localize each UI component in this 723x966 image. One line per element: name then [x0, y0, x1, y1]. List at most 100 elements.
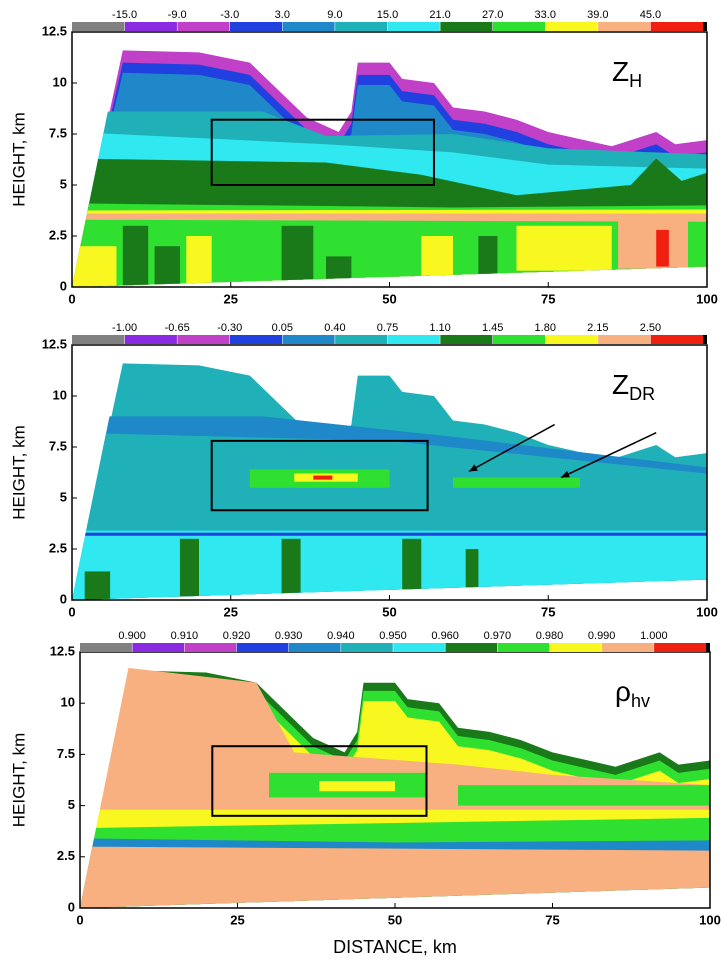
colorbar-tick-label: 45.0 — [640, 9, 661, 21]
colorbar-tick-label: -0.65 — [165, 322, 190, 334]
colorbar-segment — [334, 22, 388, 31]
x-tick-label: 100 — [699, 912, 721, 927]
field-patch — [281, 538, 301, 600]
field-patch — [186, 236, 212, 287]
colorbar-segment — [177, 22, 230, 31]
x-tick-label: 50 — [382, 604, 396, 619]
colorbar-segment — [492, 22, 546, 31]
x-tick-label: 75 — [545, 912, 559, 927]
x-tick-label: 75 — [541, 604, 555, 619]
colorbar-tick-label: -9.0 — [168, 9, 187, 21]
panel-label: ρhv — [615, 676, 650, 710]
y-tick-label: 2.5 — [49, 540, 67, 555]
field-patch — [402, 538, 422, 600]
colorbar-segment — [177, 335, 230, 344]
x-axis-label: DISTANCE, km — [333, 937, 457, 957]
colorbar-segment — [650, 22, 703, 31]
arrow-head — [560, 470, 570, 478]
colorbar-end — [703, 335, 707, 344]
colorbar-tick-label: 33.0 — [535, 9, 556, 21]
colorbar-segment — [124, 335, 178, 344]
colorbar-segment — [229, 22, 283, 31]
colorbar-tick-label: -0.30 — [217, 322, 242, 334]
colorbar-tick-label: 39.0 — [587, 9, 608, 21]
highlight-box — [211, 745, 428, 817]
y-tick-label: 0 — [60, 278, 67, 293]
x-tick-label: 25 — [224, 604, 238, 619]
field-patch — [72, 532, 707, 536]
x-tick-label: 100 — [696, 604, 718, 619]
x-tick-label: 25 — [224, 291, 238, 306]
colorbar-tick-label: 0.920 — [223, 630, 251, 642]
x-tick-label: 75 — [541, 291, 555, 306]
colorbar-segment — [387, 22, 441, 31]
field-layer — [80, 846, 710, 908]
colorbar-segment — [440, 335, 493, 344]
y-tick-label: 2.5 — [57, 848, 75, 863]
colorbar-segment — [545, 335, 598, 344]
radar-field — [72, 50, 707, 287]
colorbar-segment — [229, 335, 283, 344]
colorbar-tick-label: 0.960 — [431, 630, 459, 642]
highlight-box — [210, 118, 435, 186]
colorbar-tick-label: 15.0 — [377, 9, 398, 21]
colorbar-segment — [601, 643, 654, 652]
field-patch — [465, 549, 479, 600]
y-tick-label: 2.5 — [49, 227, 67, 242]
colorbar-segment — [549, 643, 602, 652]
panel-label-sub: DR — [629, 384, 655, 404]
y-tick-label: 0 — [60, 591, 67, 606]
x-tick-label: 0 — [76, 912, 83, 927]
panel-label-base: Z — [612, 369, 629, 400]
colorbar-tick-label: -15.0 — [112, 9, 137, 21]
colorbar-segment — [72, 22, 125, 31]
colorbar-tick-label: 0.930 — [275, 630, 303, 642]
field-layer — [72, 530, 707, 600]
colorbar-tick-label: -1.00 — [112, 322, 137, 334]
colorbar-segment — [545, 22, 598, 31]
arrow-head — [468, 464, 478, 472]
colorbar-segment — [236, 643, 289, 652]
field-patch — [313, 475, 333, 480]
x-tick-label: 0 — [68, 604, 75, 619]
y-tick-label: 5 — [60, 489, 67, 504]
y-tick-label: 10 — [61, 695, 75, 710]
colorbar-segment — [393, 643, 446, 652]
x-tick-label: 25 — [230, 912, 244, 927]
y-tick-label: 5 — [68, 797, 75, 812]
field-patch — [179, 538, 199, 600]
colorbar-segment — [184, 643, 237, 652]
colorbar-tick-label: 1.80 — [535, 322, 556, 334]
field-patch — [421, 236, 453, 287]
y-tick-label: 7.5 — [57, 746, 75, 761]
panel-label-base: ρ — [615, 676, 631, 707]
y-tick-label: 10 — [53, 387, 67, 402]
y-tick-label: 12.5 — [42, 23, 67, 38]
arrow — [468, 423, 555, 473]
radar-field — [72, 363, 707, 600]
field-patch — [84, 571, 111, 600]
y-tick-label: 12.5 — [42, 336, 67, 351]
colorbar-tick-label: 1.45 — [482, 322, 503, 334]
field-patch — [453, 477, 580, 488]
colorbar-tick-label: 27.0 — [482, 9, 503, 21]
colorbar-tick-label: 0.980 — [536, 630, 564, 642]
colorbar-end — [703, 22, 707, 31]
colorbar-tick-label: -3.0 — [220, 9, 239, 21]
colorbar-segment — [282, 335, 335, 344]
field-patch — [516, 225, 612, 271]
y-tick-label: 5 — [60, 176, 67, 191]
colorbar-tick-label: 1.000 — [640, 630, 668, 642]
colorbar-tick-label: 21.0 — [429, 9, 450, 21]
colorbar-segment — [597, 22, 651, 31]
colorbar-segment — [492, 335, 546, 344]
arrow — [560, 432, 657, 479]
colorbar-tick-label: 3.0 — [275, 9, 290, 21]
colorbar-tick-label: 0.05 — [272, 322, 293, 334]
y-axis-label: HEIGHT, km — [9, 112, 28, 206]
highlight-box — [210, 439, 429, 512]
x-tick-label: 100 — [696, 291, 718, 306]
colorbar-segment — [132, 643, 185, 652]
y-tick-label: 12.5 — [50, 643, 75, 658]
y-tick-label: 0 — [68, 899, 75, 914]
